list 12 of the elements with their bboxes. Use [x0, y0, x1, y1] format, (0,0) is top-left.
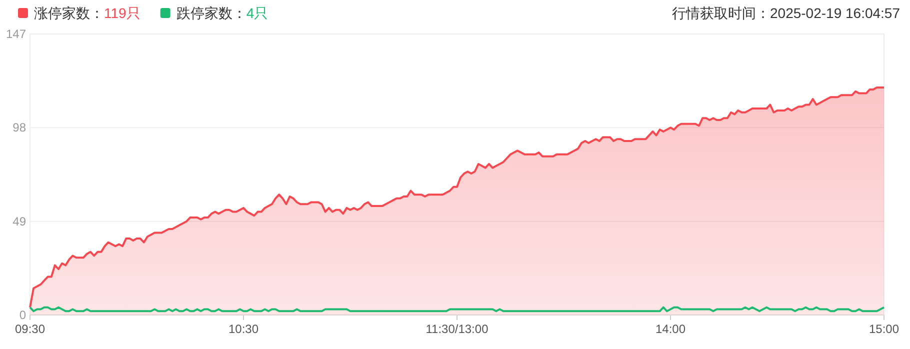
y-tick-label: 0 — [19, 308, 26, 322]
y-tick-label: 98 — [12, 120, 26, 135]
x-tick-label: 14:00 — [655, 322, 686, 336]
x-tick-label: 10:30 — [228, 322, 259, 336]
x-tick-label: 11:30/13:00 — [426, 322, 489, 336]
legend-label: 跌停家数：4只 — [176, 5, 268, 21]
x-tick-label: 09:30 — [14, 322, 46, 336]
legend-label: 涨停家数：119只 — [34, 5, 140, 21]
text: 行情获取时间：2025-02-19 16:04:57 — [672, 5, 900, 21]
x-tick-label: 15:00 — [868, 322, 900, 336]
y-tick-label: 49 — [12, 214, 26, 228]
y-tick-label: 147 — [6, 27, 26, 41]
